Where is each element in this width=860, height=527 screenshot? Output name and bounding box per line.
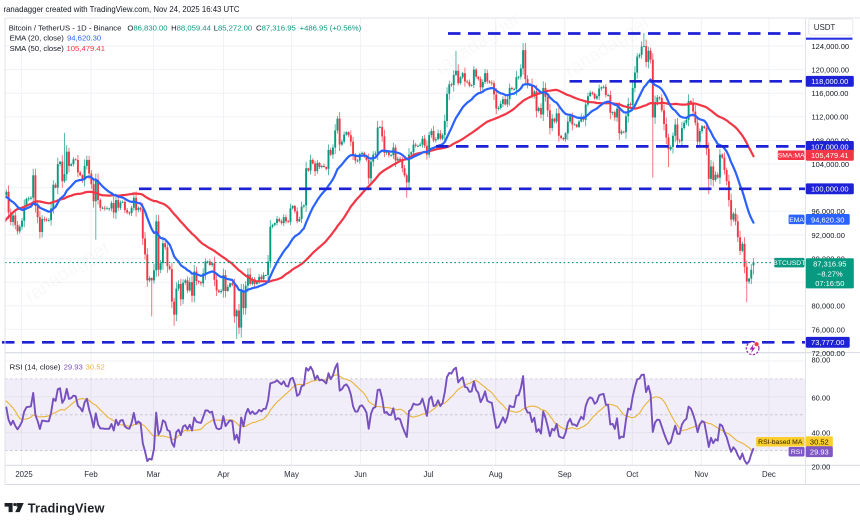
svg-text:Nov: Nov (694, 470, 708, 479)
svg-text:120,000.00: 120,000.00 (812, 66, 850, 75)
svg-text:EMA (20, close) 94,620.30: EMA (20, close) 94,620.30 (10, 34, 102, 43)
svg-text:Feb: Feb (84, 470, 98, 479)
svg-text:30.52: 30.52 (810, 438, 829, 447)
svg-text:20.00: 20.00 (812, 463, 831, 472)
svg-text:O86,830.00: O86,830.00 (127, 23, 167, 32)
svg-text:73,777.00: 73,777.00 (811, 338, 844, 347)
svg-text:RSI-based MA: RSI-based MA (758, 439, 803, 446)
svg-text:USDT: USDT (814, 23, 836, 32)
svg-text:Oct: Oct (626, 470, 639, 479)
svg-text:L85,272.00: L85,272.00 (214, 23, 252, 32)
svg-text:29.93: 29.93 (810, 448, 829, 457)
svg-text:Apr: Apr (217, 470, 230, 479)
svg-text:EMA: EMA (789, 217, 804, 224)
svg-text:RSI: RSI (791, 449, 802, 456)
svg-text:C87,316.95: C87,316.95 (256, 23, 296, 32)
svg-text:07:16:50: 07:16:50 (815, 279, 844, 288)
svg-text:72,000.00: 72,000.00 (812, 349, 845, 358)
svg-text:Bitcoin / TetherUS - 1D - Bina: Bitcoin / TetherUS - 1D - Binance (9, 23, 122, 32)
svg-text:60.00: 60.00 (812, 393, 831, 402)
svg-text:H88,059.44: H88,059.44 (171, 23, 211, 32)
svg-text:76,000.00: 76,000.00 (812, 325, 845, 334)
svg-text:SMA (50, close) 105,479.41: SMA (50, close) 105,479.41 (10, 44, 105, 53)
svg-text:Jul: Jul (424, 470, 434, 479)
svg-text:2025: 2025 (15, 470, 33, 479)
svg-text:May: May (284, 470, 299, 479)
svg-text:TradingView: TradingView (28, 500, 105, 515)
svg-text:104,000.00: 104,000.00 (812, 160, 850, 169)
svg-text:SMA:MA: SMA:MA (778, 153, 805, 160)
svg-text:−8.27%: −8.27% (817, 269, 843, 278)
svg-text:94,620.30: 94,620.30 (811, 215, 844, 224)
svg-text:118,000.00: 118,000.00 (811, 77, 848, 86)
svg-text:Sep: Sep (558, 470, 573, 479)
svg-text:92,000.00: 92,000.00 (812, 231, 845, 240)
svg-text:108,000.00: 108,000.00 (812, 136, 850, 145)
svg-text:Mar: Mar (147, 470, 161, 479)
svg-text:100,000.00: 100,000.00 (811, 185, 849, 194)
svg-text:Jun: Jun (354, 470, 367, 479)
svg-text:40.00: 40.00 (812, 429, 831, 438)
svg-text:80.00: 80.00 (812, 355, 831, 364)
svg-text:BTCUSDT: BTCUSDT (773, 260, 805, 267)
svg-text:105,479.41: 105,479.41 (811, 151, 849, 160)
svg-text:80,000.00: 80,000.00 (812, 302, 845, 311)
svg-text:Aug: Aug (489, 470, 503, 479)
svg-text:96,000.00: 96,000.00 (812, 207, 845, 216)
svg-text:124,000.00: 124,000.00 (812, 42, 850, 51)
svg-text:112,000.00: 112,000.00 (812, 113, 849, 122)
svg-text:Dec: Dec (762, 470, 776, 479)
svg-text:87,316.95: 87,316.95 (813, 259, 846, 268)
svg-text:107,000.00: 107,000.00 (811, 142, 849, 151)
svg-text:116,000.00: 116,000.00 (812, 89, 849, 98)
svg-text:ranadagger created with Tradin: ranadagger created with TradingView.com,… (4, 5, 240, 14)
svg-text:+486.95 (+0.56%): +486.95 (+0.56%) (300, 23, 362, 32)
